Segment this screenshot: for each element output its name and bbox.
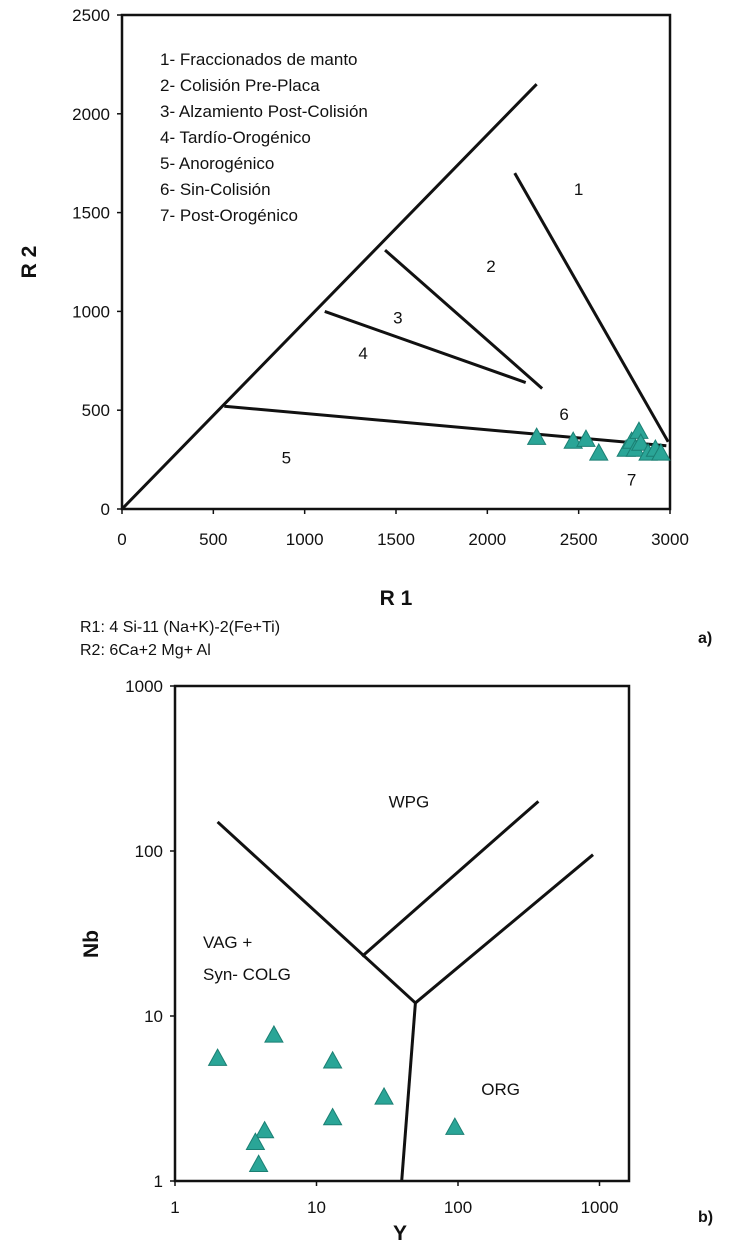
chart-b-y-tick-label: 1000 bbox=[125, 677, 163, 696]
chart-b-y-tick-label: 1 bbox=[154, 1172, 163, 1191]
chart-b-x-tick-label: 10 bbox=[307, 1198, 326, 1217]
chart-a-legend-entry: 4- Tardío-Orogénico bbox=[160, 128, 311, 147]
chart-a-field-label-6: 6 bbox=[559, 405, 568, 424]
chart-a-x-tick-label: 2500 bbox=[560, 530, 598, 549]
chart-a-data-point bbox=[576, 429, 596, 447]
chart-a-y-tick-label: 1500 bbox=[72, 204, 110, 223]
chart-b-boundary-line-3 bbox=[414, 853, 594, 1005]
chart-a-field-label-3: 3 bbox=[393, 308, 402, 327]
chart-a-field-label-7: 7 bbox=[627, 470, 636, 489]
chart-a-data-point bbox=[526, 427, 547, 445]
chart-b-field-label-3: Syn- COLG bbox=[203, 965, 291, 984]
chart-a-legend-entry: 5- Anorogénico bbox=[160, 154, 274, 173]
chart-a-legend-entry: 3- Alzamiento Post-Colisión bbox=[160, 102, 368, 121]
chart-a-field-label-4: 4 bbox=[358, 344, 367, 363]
chart-b-data-point bbox=[254, 1120, 275, 1139]
chart-a-y-axis-title: R 2 bbox=[18, 246, 41, 279]
chart-b-data-point bbox=[248, 1154, 269, 1172]
chart-a-note-r1: R1: 4 Si-11 (Na+K)-2(Fe+Ti) bbox=[80, 619, 280, 636]
chart-b-points bbox=[207, 1024, 465, 1172]
chart-a-data-point bbox=[630, 433, 651, 451]
chart-a-x-tick-label: 500 bbox=[199, 530, 227, 549]
chart-a-legend-entry: 1- Fraccionados de manto bbox=[160, 50, 358, 69]
chart-b-data-point bbox=[322, 1050, 343, 1069]
chart-a-y-tick-label: 2000 bbox=[72, 105, 110, 124]
chart-b-y-axis-title: Nb bbox=[80, 930, 103, 958]
chart-a-x-tick-label: 0 bbox=[117, 530, 126, 549]
chart-b-y-tick-label: 10 bbox=[144, 1007, 163, 1026]
chart-a-x-tick-label: 3000 bbox=[651, 530, 689, 549]
chart-a-x-tick-label: 1000 bbox=[286, 530, 324, 549]
chart-a-legend-entry: 6- Sin-Colisión bbox=[160, 180, 271, 199]
chart-b-y-tick-label: 100 bbox=[135, 842, 163, 861]
chart-b-boundary-line-4 bbox=[400, 1002, 417, 1182]
chart-b-panel-label: b) bbox=[698, 1209, 713, 1226]
chart-b-x-tick-label: 1 bbox=[170, 1198, 179, 1217]
chart-b-boundary-line-2 bbox=[361, 800, 540, 958]
chart-a-data-point bbox=[588, 442, 609, 461]
chart-a-points bbox=[526, 421, 671, 461]
chart-b-field-label-2: VAG + bbox=[203, 933, 252, 952]
chart-a-panel-label: a) bbox=[698, 630, 712, 647]
chart-b: 1 10 100 1000 1 10 100 1000 WPG VAG + Syn- COLG O… bbox=[80, 677, 713, 1245]
chart-a-boundary-line-5 bbox=[513, 172, 670, 443]
chart-b-data-point bbox=[374, 1086, 394, 1105]
chart-a-field-boundaries bbox=[120, 83, 670, 511]
chart-a-boundary-line-3 bbox=[384, 249, 544, 390]
chart-a-x-axis-title: R 1 bbox=[380, 587, 413, 610]
chart-a-y-tick-label: 1000 bbox=[72, 302, 110, 321]
chart-a-data-point bbox=[651, 442, 671, 461]
chart-a-x-tick-label: 2000 bbox=[468, 530, 506, 549]
chart-b-field-boundaries bbox=[216, 800, 594, 1182]
chart-a-field-label-1: 1 bbox=[574, 180, 583, 199]
chart-b-data-point bbox=[207, 1048, 228, 1066]
chart-a-y-ticks: 0 500 1000 1500 2000 2500 bbox=[72, 6, 122, 519]
chart-a-note-r2: R2: 6Ca+2 Mg+ Al bbox=[80, 642, 211, 659]
chart-a-data-point bbox=[629, 421, 649, 439]
chart-b-field-labels: WPG VAG + Syn- COLG ORG bbox=[203, 792, 520, 1099]
chart-a-y-tick-label: 2500 bbox=[72, 6, 110, 25]
chart-b-boundary-line-1 bbox=[216, 820, 417, 1005]
chart-a-x-ticks: 0 500 1000 1500 2000 2500 3000 bbox=[117, 509, 689, 549]
chart-a-boundary-line-2 bbox=[224, 404, 667, 448]
chart-b-field-label-1: WPG bbox=[389, 792, 430, 811]
chart-b-x-tick-label: 100 bbox=[444, 1198, 472, 1217]
chart-b-field-label-4: ORG bbox=[481, 1080, 520, 1099]
chart-b-data-point bbox=[322, 1107, 343, 1126]
chart-a-legend-entry: 7- Post-Orogénico bbox=[160, 206, 298, 225]
chart-a-y-tick-label: 500 bbox=[82, 401, 110, 420]
chart-b-data-point bbox=[264, 1024, 284, 1043]
chart-a: 0 500 1000 1500 2000 2500 3000 0 500 1000 1500 200… bbox=[18, 6, 712, 659]
chart-a-field-labels: 1 2 3 4 5 6 7 bbox=[282, 180, 637, 489]
chart-a-legend-entry: 2- Colisión Pre-Placa bbox=[160, 76, 320, 95]
chart-b-data-point bbox=[245, 1132, 266, 1150]
chart-b-data-point bbox=[444, 1117, 465, 1135]
chart-a-x-tick-label: 1500 bbox=[377, 530, 415, 549]
chart-a-field-label-2: 2 bbox=[486, 257, 495, 276]
chart-a-boundary-line-1 bbox=[120, 83, 538, 511]
chart-b-y-ticks: 1 10 100 1000 bbox=[125, 677, 175, 1191]
chart-a-legend: 1- Fraccionados de manto 2- Colisión Pre-… bbox=[160, 50, 368, 225]
chart-a-y-tick-label: 0 bbox=[101, 500, 110, 519]
chart-b-x-ticks: 1 10 100 1000 bbox=[170, 1181, 618, 1217]
chart-a-field-label-5: 5 bbox=[282, 449, 291, 468]
chart-b-x-tick-label: 1000 bbox=[581, 1198, 619, 1217]
chart-b-x-axis-title: Y bbox=[393, 1222, 407, 1245]
chart-a-boundary-line-4 bbox=[324, 309, 527, 384]
